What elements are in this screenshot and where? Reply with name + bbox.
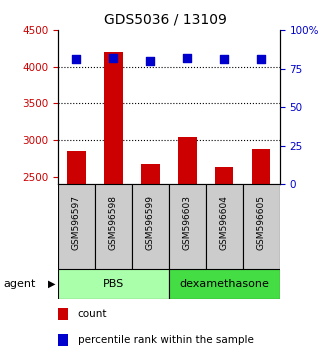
Text: ▶: ▶ — [48, 279, 55, 289]
Bar — [252, 149, 270, 184]
Bar — [58, 269, 169, 299]
Bar — [215, 167, 233, 184]
Bar — [95, 184, 132, 269]
Point — [74, 57, 79, 62]
Text: count: count — [78, 309, 107, 319]
Bar — [178, 137, 197, 184]
Point — [111, 55, 116, 61]
Bar — [206, 184, 243, 269]
Text: GSM596599: GSM596599 — [146, 195, 155, 250]
Text: GSM596598: GSM596598 — [109, 195, 118, 250]
Text: GSM596604: GSM596604 — [220, 195, 229, 250]
Bar — [169, 184, 206, 269]
Text: dexamethasone: dexamethasone — [179, 279, 269, 289]
Bar — [67, 151, 86, 184]
Point — [221, 57, 227, 62]
Text: PBS: PBS — [103, 279, 124, 289]
Bar — [141, 164, 160, 184]
Bar — [243, 184, 280, 269]
Point — [185, 55, 190, 61]
Bar — [132, 184, 169, 269]
Bar — [169, 269, 280, 299]
Text: agent: agent — [3, 279, 36, 289]
Point — [259, 57, 264, 62]
Bar — [58, 308, 68, 320]
Text: GSM596605: GSM596605 — [257, 195, 266, 250]
Bar — [104, 52, 122, 184]
Text: percentile rank within the sample: percentile rank within the sample — [78, 335, 254, 345]
Text: GSM596597: GSM596597 — [72, 195, 81, 250]
Bar — [58, 184, 95, 269]
Text: GSM596603: GSM596603 — [183, 195, 192, 250]
Point — [148, 58, 153, 64]
Text: GDS5036 / 13109: GDS5036 / 13109 — [104, 12, 227, 27]
Bar — [58, 334, 68, 346]
